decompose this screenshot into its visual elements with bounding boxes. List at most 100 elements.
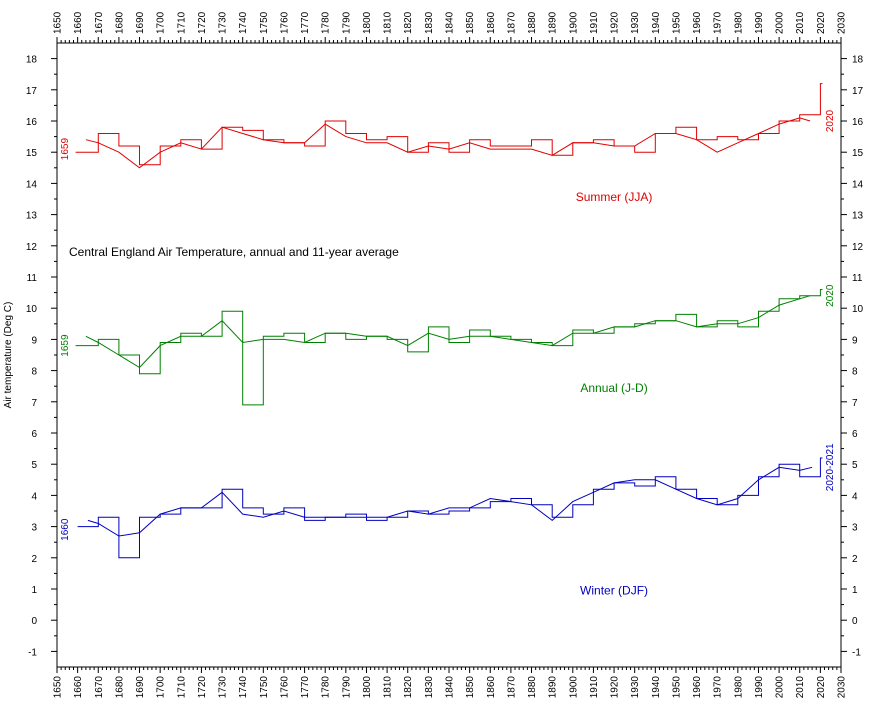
y-tick-label-left: 4: [31, 491, 37, 502]
x-tick-label-bottom: 1970: [713, 676, 724, 699]
y-tick-label-left: 14: [26, 179, 38, 190]
y-tick-label-right: 5: [852, 460, 858, 471]
x-tick-label-bottom: 1860: [486, 676, 497, 699]
series-name-label: Summer (JJA): [576, 190, 653, 204]
y-tick-label-left: 2: [31, 554, 37, 565]
series-end-label: 2020: [825, 109, 836, 132]
x-tick-label-bottom: 1830: [424, 676, 435, 699]
y-tick-label-left: 3: [31, 523, 37, 534]
y-tick-label-left: 18: [26, 55, 38, 66]
y-tick-label-right: 8: [852, 367, 858, 378]
x-tick-label-bottom: 1660: [73, 676, 84, 699]
x-tick-label-bottom: 1810: [383, 676, 394, 699]
x-tick-label-top: 1650: [53, 11, 64, 34]
y-tick-label-right: 13: [852, 211, 864, 222]
x-tick-label-bottom: 1760: [279, 676, 290, 699]
y-tick-label-left: 16: [26, 117, 38, 128]
x-tick-label-bottom: 1900: [568, 676, 579, 699]
y-tick-label-right: 17: [852, 86, 864, 97]
y-tick-label-right: 6: [852, 429, 858, 440]
x-tick-label-top: 1680: [114, 11, 125, 34]
series-average-line-2: [87, 466, 813, 537]
series-start-label: 1659: [60, 138, 71, 161]
y-tick-label-right: 14: [852, 179, 864, 190]
x-tick-label-top: 1790: [341, 11, 352, 34]
x-tick-label-top: 1820: [403, 11, 414, 34]
y-tick-label-left: 0: [31, 616, 37, 627]
y-tick-label-right: 18: [852, 55, 864, 66]
series-annual-line-2: [77, 457, 823, 559]
y-tick-label-left: 15: [26, 148, 38, 159]
y-tick-label-left: 8: [31, 367, 37, 378]
x-tick-label-top: 1740: [238, 11, 249, 34]
x-tick-label-top: 1950: [671, 11, 682, 34]
series-start-label: 1659: [60, 334, 71, 357]
x-tick-label-bottom: 1980: [733, 676, 744, 699]
x-tick-label-bottom: 1800: [362, 676, 373, 699]
x-tick-label-bottom: 1960: [692, 676, 703, 699]
x-tick-label-top: 1870: [506, 11, 517, 34]
series-start-label: 1660: [60, 518, 71, 541]
y-tick-label-right: 11: [852, 273, 863, 284]
series-average-line-0: [85, 117, 811, 169]
x-tick-label-bottom: 1670: [94, 676, 105, 699]
x-tick-label-top: 2010: [795, 11, 806, 34]
x-tick-label-bottom: 2030: [837, 676, 848, 699]
series-annual-line-0: [75, 83, 823, 166]
x-tick-label-bottom: 2010: [795, 676, 806, 699]
series-annual-line-1: [75, 289, 823, 406]
x-tick-label-top: 1800: [362, 11, 373, 34]
x-tick-label-bottom: 1910: [589, 676, 600, 699]
series-average-line-1: [85, 295, 811, 369]
y-tick-label-left: 1: [31, 585, 37, 596]
x-tick-label-top: 1990: [754, 11, 765, 34]
y-tick-label-left: 12: [26, 242, 38, 253]
x-tick-label-bottom: 2020: [816, 676, 827, 699]
y-tick-label-right: 15: [852, 148, 864, 159]
y-tick-label-left: 10: [26, 304, 38, 315]
y-tick-label-right: 12: [852, 242, 864, 253]
x-tick-label-top: 1750: [259, 11, 270, 34]
y-tick-label-right: 9: [852, 335, 858, 346]
x-tick-label-top: 1880: [527, 11, 538, 34]
y-tick-label-right: 3: [852, 523, 858, 534]
y-tick-label-right: 10: [852, 304, 864, 315]
x-tick-label-bottom: 1890: [548, 676, 559, 699]
series-name-label: Annual (J-D): [580, 381, 647, 395]
x-tick-label-bottom: 1880: [527, 676, 538, 699]
x-tick-label-bottom: 1720: [197, 676, 208, 699]
x-tick-label-bottom: 1990: [754, 676, 765, 699]
y-tick-label-right: 16: [852, 117, 864, 128]
y-tick-label-left: 6: [31, 429, 37, 440]
x-tick-label-bottom: 1680: [114, 676, 125, 699]
labels-layer: Summer (JJA) 1659 2020 Annual (J-D) 1659 2020…: [60, 109, 836, 597]
y-tick-label-right: 1: [852, 585, 858, 596]
y-tick-label-right: 4: [852, 491, 858, 502]
x-tick-label-bottom: 1820: [403, 676, 414, 699]
x-tick-label-top: 1830: [424, 11, 435, 34]
x-tick-label-bottom: 1950: [671, 676, 682, 699]
x-tick-label-top: 1700: [156, 11, 167, 34]
y-tick-label-left: 5: [31, 460, 37, 471]
y-tick-label-left: 11: [27, 273, 38, 284]
x-tick-label-top: 2020: [816, 11, 827, 34]
y-tick-label-left: 7: [31, 398, 37, 409]
x-tick-label-bottom: 1690: [135, 676, 146, 699]
x-tick-label-top: 1840: [445, 11, 456, 34]
x-tick-label-top: 1660: [73, 11, 84, 34]
y-tick-label-left: -1: [28, 647, 37, 658]
x-tick-label-top: 1890: [548, 11, 559, 34]
x-tick-label-top: 1930: [630, 11, 641, 34]
y-tick-label-left: 13: [26, 211, 38, 222]
x-tick-label-top: 1960: [692, 11, 703, 34]
x-tick-label-top: 1670: [94, 11, 105, 34]
x-tick-label-bottom: 1770: [300, 676, 311, 699]
x-tick-label-top: 1860: [486, 11, 497, 34]
x-tick-label-bottom: 2000: [775, 676, 786, 699]
x-tick-label-top: 2030: [837, 11, 848, 34]
y-tick-label-right: -1: [852, 647, 861, 658]
x-tick-label-top: 1780: [321, 11, 332, 34]
x-tick-label-top: 1760: [279, 11, 290, 34]
x-tick-label-bottom: 1850: [465, 676, 476, 699]
